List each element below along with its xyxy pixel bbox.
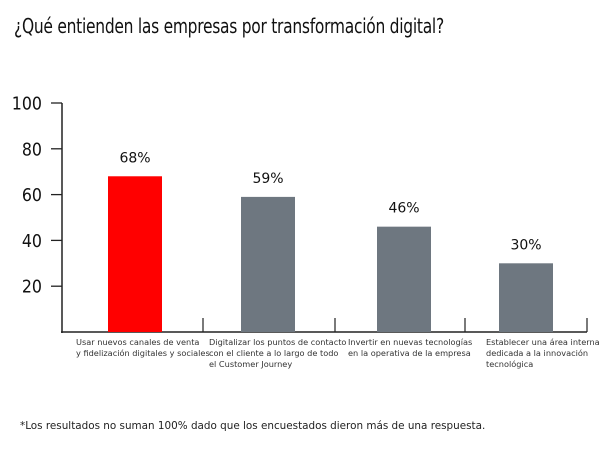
data-label: 68% bbox=[119, 150, 150, 166]
data-label: 59% bbox=[252, 171, 283, 187]
x-tick-label-line: el Customer Journey bbox=[209, 359, 293, 369]
y-tick-label: 20 bbox=[22, 276, 42, 297]
x-tick-label-line: con el cliente a lo largo de todo bbox=[209, 348, 339, 358]
x-tick-label-line: y fidelización digitales y sociales bbox=[76, 348, 210, 358]
y-tick-label: 60 bbox=[22, 184, 42, 205]
y-tick-label: 80 bbox=[22, 138, 42, 159]
data-label: 46% bbox=[388, 201, 419, 217]
x-tick-label: Digitalizar los puntos de contacto con el… bbox=[209, 337, 346, 370]
bar bbox=[108, 176, 162, 332]
value-labels: 68% 59% 46% 30% bbox=[119, 150, 541, 253]
x-tick-label-line: Digitalizar los puntos de contacto bbox=[209, 337, 347, 347]
bar bbox=[377, 226, 431, 332]
x-tick-label: Invertir en nuevas tecnologías en la oper… bbox=[348, 337, 472, 359]
chart-title: ¿Qué entienden las empresas por transfor… bbox=[14, 14, 444, 38]
x-tick-label-line: en la operativa de la empresa bbox=[348, 348, 471, 358]
bar bbox=[499, 263, 553, 332]
x-tick-label-line: tecnológica bbox=[486, 359, 534, 369]
x-tick-label-line: Establecer una área interna bbox=[486, 337, 600, 347]
x-tick-label: Usar nuevos canales de venta y fidelizaci… bbox=[76, 337, 210, 359]
data-label: 30% bbox=[510, 237, 541, 253]
x-tick-label: Establecer una área interna dedicada a la… bbox=[486, 337, 600, 370]
x-tick-label-line: Usar nuevos canales de venta bbox=[76, 337, 200, 347]
bar bbox=[241, 196, 295, 332]
x-tick-label-line: Invertir en nuevas tecnologías bbox=[348, 337, 473, 347]
x-tick-label-line: dedicada a la innovación bbox=[486, 348, 589, 358]
footnote: *Los resultados no suman 100% dado que l… bbox=[20, 420, 486, 432]
bars bbox=[108, 176, 553, 332]
y-tick-label: 40 bbox=[22, 230, 42, 251]
y-tick-label: 100 bbox=[12, 93, 42, 114]
